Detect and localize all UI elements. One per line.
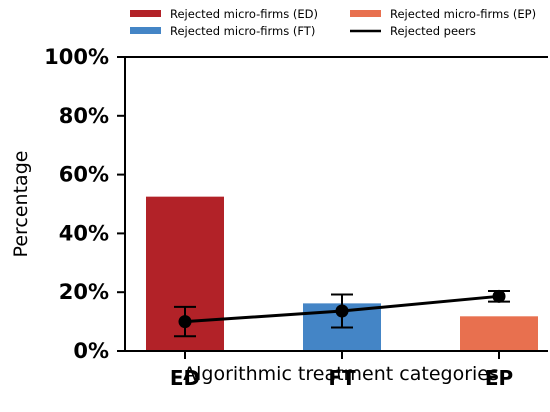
x-tick-label: EP (485, 366, 513, 390)
x-tick-label: ED (170, 366, 200, 390)
legend: Rejected micro-firms (ED) Rejected micro-… (130, 7, 536, 38)
legend-label: Rejected micro-firms (FT) (170, 24, 315, 38)
bar-ep (460, 316, 538, 351)
legend-label: Rejected peers (390, 24, 476, 38)
legend-label: Rejected micro-firms (ED) (170, 7, 318, 21)
legend-swatch (130, 10, 161, 17)
peers-point (492, 289, 506, 303)
legend-swatch (130, 27, 161, 34)
y-tick-label: 0% (73, 339, 109, 363)
y-tick-label: 80% (59, 104, 109, 128)
legend-label: Rejected micro-firms (EP) (390, 7, 536, 21)
peers-point (335, 304, 349, 318)
ticks: 0% 20% 40% 60% 80% 100% ED FT EP (44, 45, 513, 390)
peers-point (178, 315, 192, 329)
y-axis-label: Percentage (10, 151, 32, 258)
y-tick-label: 40% (59, 221, 109, 245)
legend-swatch (350, 10, 381, 17)
axes (124, 56, 548, 352)
y-tick-label: 60% (59, 163, 109, 187)
x-axis-label: Algorithmic treatment categories (183, 363, 499, 385)
y-tick-label: 100% (44, 45, 109, 69)
x-tick-label: FT (328, 366, 356, 390)
peers-line (174, 289, 510, 338)
y-tick-label: 20% (59, 280, 109, 304)
